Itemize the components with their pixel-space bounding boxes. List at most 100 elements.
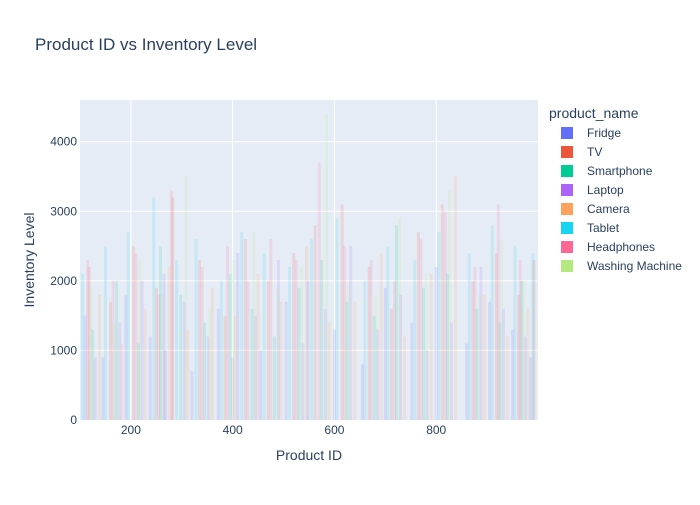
- bar: [299, 266, 303, 420]
- bar: [499, 239, 503, 420]
- bar: [501, 308, 505, 420]
- bar: [272, 336, 276, 420]
- bar: [526, 308, 530, 420]
- bar: [113, 322, 117, 420]
- bar: [383, 287, 387, 420]
- legend-swatch: [561, 203, 573, 215]
- bar: [89, 287, 93, 420]
- bar: [490, 225, 494, 420]
- bar: [425, 350, 429, 420]
- series-headphones: [86, 162, 522, 420]
- bar: [162, 273, 166, 420]
- bar: [410, 322, 414, 420]
- bar: [279, 301, 283, 420]
- bar: [522, 280, 526, 420]
- bar: [216, 308, 220, 420]
- bar: [124, 294, 128, 420]
- bar: [465, 343, 469, 420]
- bar: [171, 197, 175, 420]
- legend-swatch: [561, 222, 573, 234]
- bar: [179, 294, 183, 420]
- bar: [186, 329, 190, 420]
- bar: [528, 357, 532, 420]
- bar: [131, 246, 135, 420]
- bar: [256, 273, 260, 420]
- bar: [445, 273, 449, 420]
- bar: [372, 315, 376, 420]
- bar: [190, 371, 194, 420]
- legend-label: Laptop: [587, 183, 624, 197]
- bar: [345, 301, 349, 420]
- bar: [475, 308, 479, 420]
- bar: [496, 204, 500, 420]
- bar: [395, 225, 399, 420]
- bar: [306, 280, 310, 420]
- x-tick-label: 400: [223, 423, 243, 437]
- bar: [532, 260, 536, 420]
- bar: [413, 260, 417, 420]
- bar: [134, 253, 138, 420]
- bar: [403, 336, 407, 420]
- bar: [454, 176, 458, 420]
- bar: [477, 294, 481, 420]
- bar: [194, 239, 198, 420]
- bar: [254, 315, 258, 420]
- bar: [140, 280, 144, 420]
- legend-swatch: [561, 127, 573, 139]
- bar: [349, 246, 353, 420]
- legend-label: Camera: [587, 202, 630, 216]
- plot-background: [80, 100, 538, 420]
- bar: [266, 280, 270, 420]
- bar: [304, 246, 308, 420]
- bar: [424, 273, 428, 420]
- bar: [246, 280, 250, 420]
- bar: [223, 315, 227, 420]
- x-tick-label: 800: [426, 423, 446, 437]
- bar: [389, 308, 393, 420]
- bar: [158, 246, 162, 420]
- grid-lines: [80, 100, 538, 420]
- legend: product_name Fridge TV Smartphone Laptop Cam…: [549, 105, 682, 273]
- bar: [317, 162, 321, 420]
- bar: [262, 253, 266, 420]
- legend-swatch: [561, 260, 573, 272]
- y-tick-label: 2000: [50, 274, 77, 288]
- y-axis-label: Inventory Level: [21, 213, 37, 308]
- bar: [483, 294, 487, 420]
- bar: [498, 322, 502, 420]
- bar: [429, 273, 433, 420]
- bar: [473, 266, 477, 420]
- legend-swatch: [561, 146, 573, 158]
- bar: [236, 253, 240, 420]
- series-smartphone: [91, 225, 524, 420]
- bar: [203, 322, 207, 420]
- legend-label: Tablet: [587, 221, 620, 235]
- bar: [353, 301, 357, 420]
- bar: [240, 232, 244, 420]
- bar: [479, 266, 483, 420]
- series-camera: [97, 176, 530, 420]
- bar: [313, 225, 317, 420]
- bar: [200, 266, 204, 420]
- bar: [210, 287, 214, 420]
- bar: [163, 350, 167, 420]
- bar: [120, 343, 124, 420]
- bar: [226, 246, 230, 420]
- bar: [292, 253, 296, 420]
- bar: [157, 294, 161, 420]
- bar: [138, 260, 142, 420]
- bar: [259, 350, 263, 420]
- legend-swatch: [561, 165, 573, 177]
- bar: [284, 301, 288, 420]
- bar: [115, 280, 119, 420]
- bar: [111, 280, 115, 420]
- series-fridge: [83, 253, 532, 420]
- bar: [363, 280, 367, 420]
- bar: [511, 329, 515, 420]
- bar: [294, 260, 298, 420]
- bar: [184, 176, 188, 420]
- legend-label: Washing Machine: [587, 259, 682, 273]
- bar: [434, 266, 438, 420]
- bar: [243, 239, 247, 420]
- legend-label: TV: [587, 145, 602, 159]
